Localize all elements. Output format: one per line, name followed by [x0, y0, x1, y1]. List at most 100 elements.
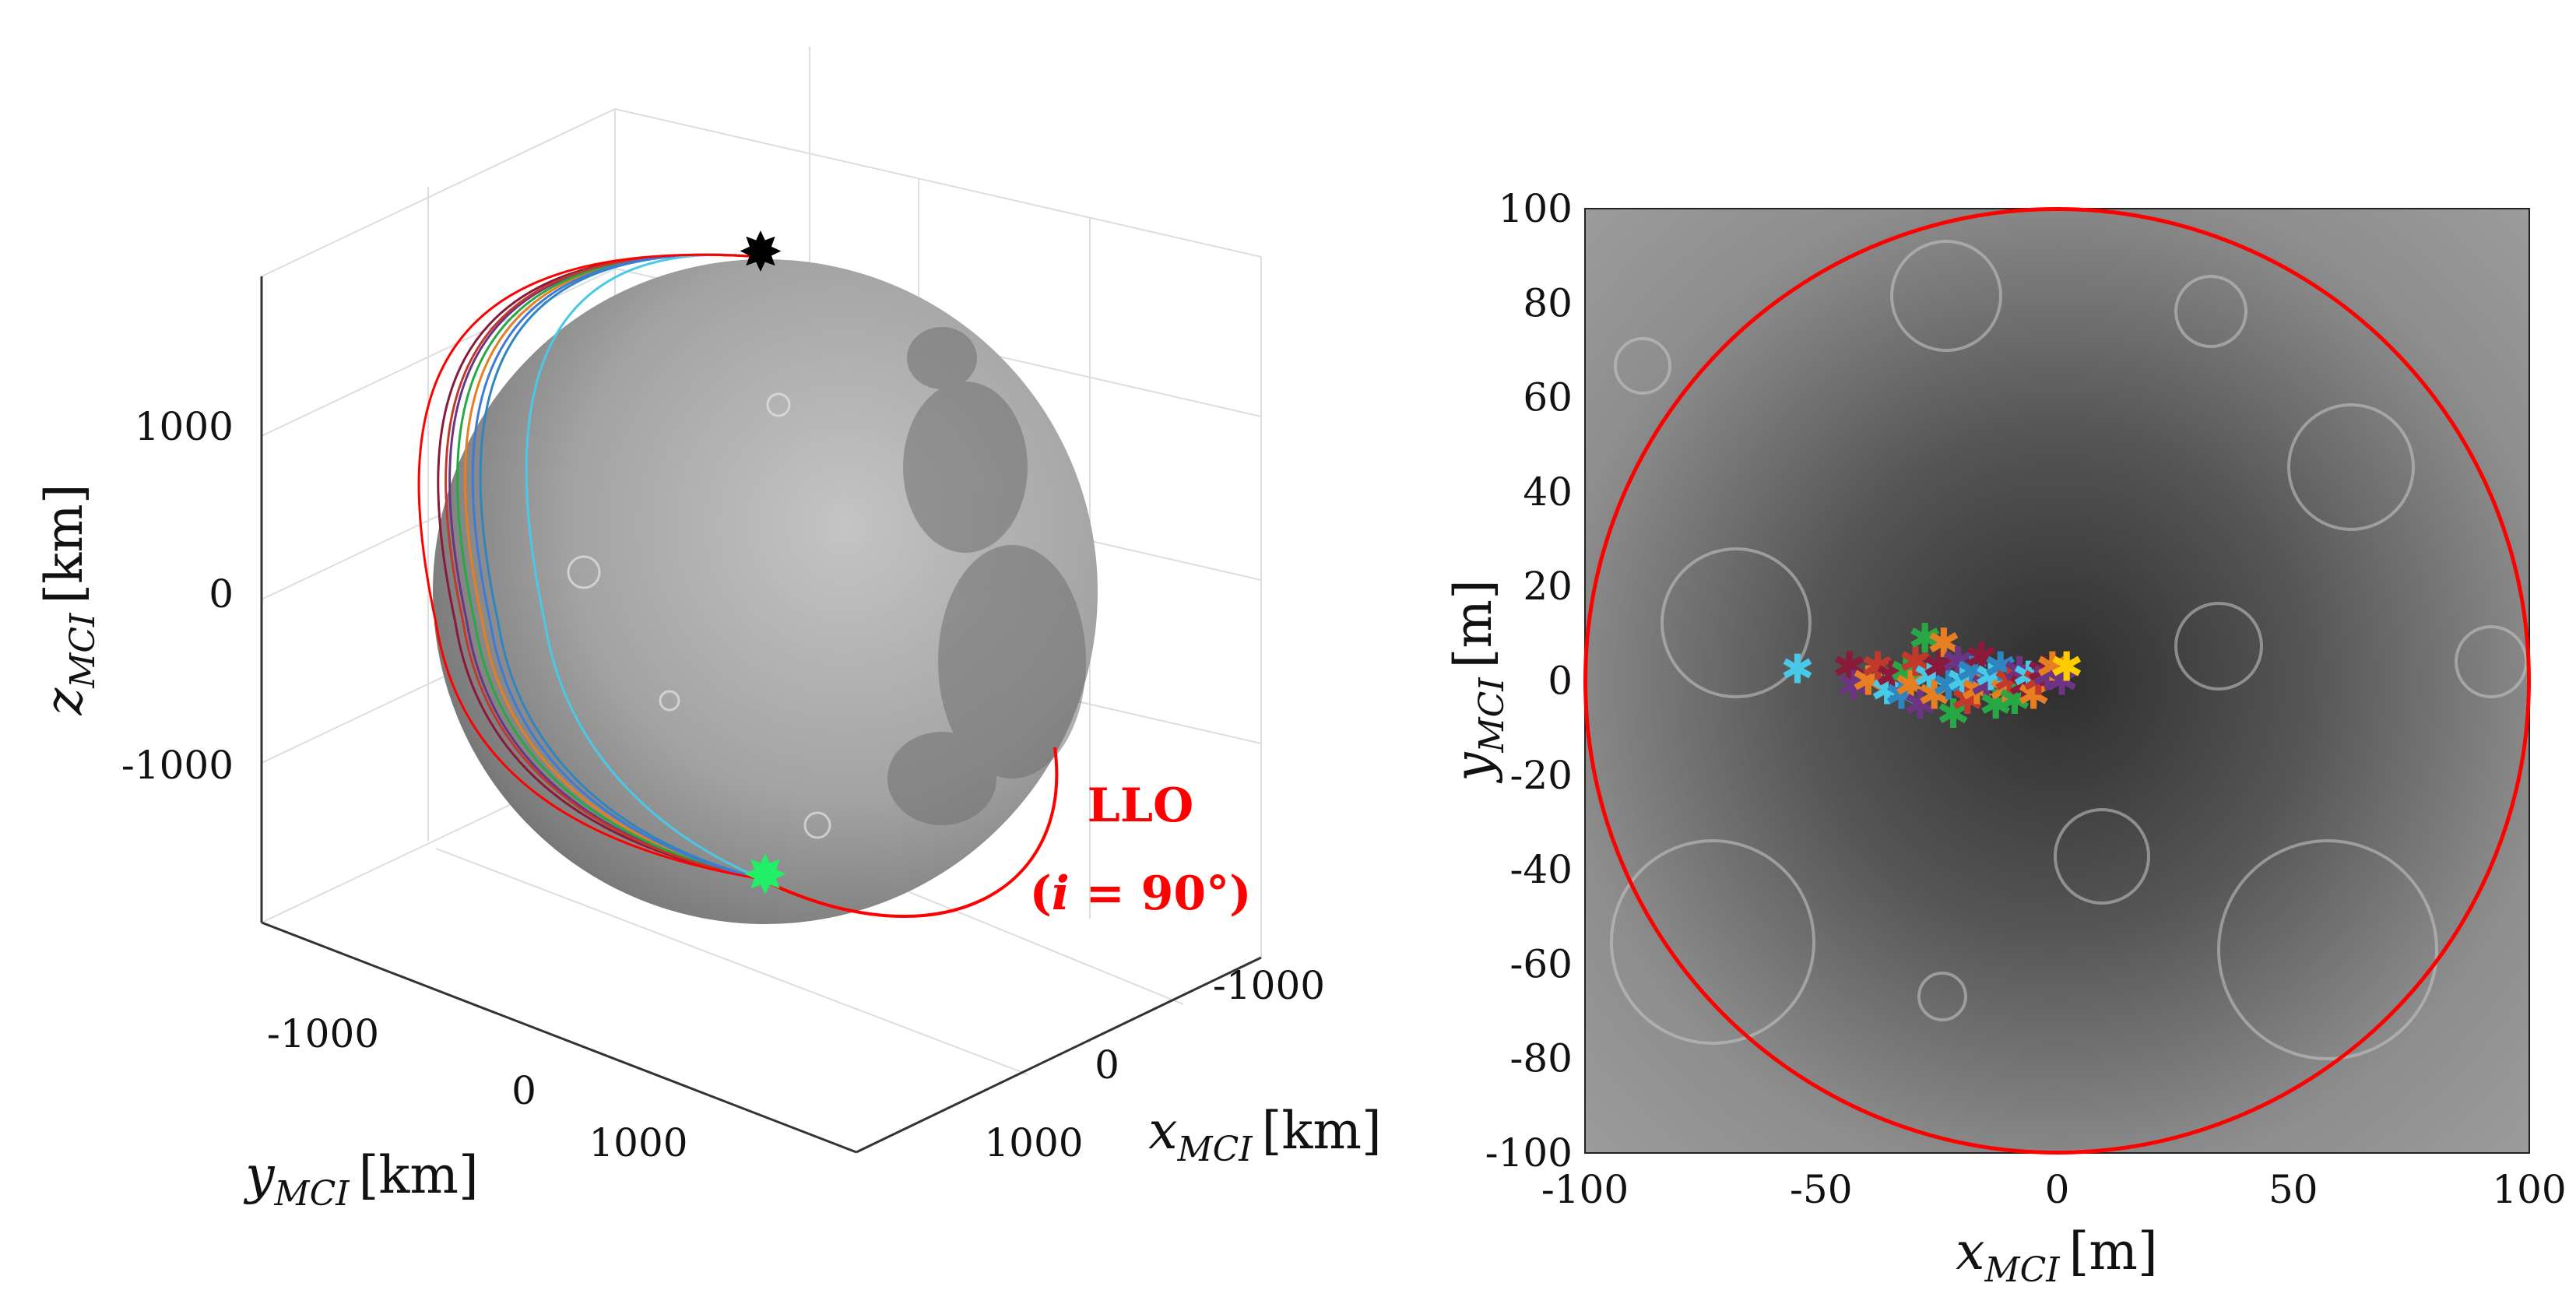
transfer-arc — [471, 253, 766, 881]
z-tick-label: -1000 — [121, 743, 234, 788]
transfer-arc — [417, 253, 766, 881]
landing-point-marker: ✱ — [1960, 668, 1994, 715]
transfer-arc — [445, 253, 766, 881]
x-tick-label: 50 — [2268, 1167, 2318, 1212]
y-ticks-3d: -1000 0 1000 — [267, 1011, 688, 1165]
llo-label: LLO — [1088, 779, 1194, 833]
landing-point-marker: ✱ — [1941, 639, 1975, 686]
landing-point-marker: ✱ — [1931, 663, 1966, 710]
landing-point-marker: ✱ — [2036, 644, 2070, 691]
transfer-arc — [479, 253, 766, 881]
landing-point-marker: ✱ — [1833, 644, 1867, 691]
transfer-arc — [463, 253, 766, 881]
y-tick-label: -80 — [1509, 1036, 1573, 1081]
transfer-arcs — [417, 253, 766, 881]
landing-point-marker: ✱ — [1993, 659, 2027, 705]
landing-boundary-circle — [1583, 207, 2531, 1155]
landing-point-marker: ✱ — [2050, 644, 2084, 691]
x-tick-label: 100 — [2492, 1167, 2566, 1212]
y-tick-label: -60 — [1509, 941, 1573, 986]
landing-point-marker: ✱ — [1974, 653, 2008, 700]
llo-inclination-label: (i = 90°) — [1029, 866, 1251, 921]
landing-point-marker: ✱ — [1965, 634, 1999, 681]
landing-point-marker: ✱ — [1780, 646, 1815, 693]
landing-point-marker: ✱ — [2007, 663, 2041, 710]
z-axis-label: zMCI[km] — [34, 484, 103, 716]
y-tick-label: 20 — [1523, 564, 1573, 609]
x-tick-label: 0 — [2045, 1167, 2070, 1212]
map-y-ticks: 100 80 60 40 20 0 -20 -40 -60 -80 -100 — [1485, 186, 1573, 1176]
landing-point-marker: ✱ — [1851, 659, 1885, 705]
landing-point-marker: ✱ — [1984, 644, 2018, 691]
landing-point-marker: ✱ — [1979, 682, 2013, 729]
z-ticks: 1000 0 -1000 — [121, 404, 234, 788]
landing-point-marker: ✱ — [1922, 644, 1956, 691]
x-tick-label: -1000 — [1213, 963, 1325, 1008]
landing-point-marker: ✱ — [1950, 677, 1984, 724]
landing-point-marker: ✱ — [1885, 673, 1919, 719]
x-axis-label-map: xMCI [m] — [1956, 1221, 2157, 1290]
landing-point-marker: ✱ — [2026, 648, 2061, 695]
x-tick-label: -50 — [1790, 1167, 1853, 1212]
transfer-arc — [525, 253, 766, 881]
z-tick-label: 1000 — [135, 404, 234, 449]
y-tick-label: -100 — [1485, 1130, 1573, 1176]
x-tick-label: -100 — [1541, 1167, 1629, 1212]
z-tick-label: 0 — [209, 571, 234, 617]
landing-point-marker: ✱ — [1945, 659, 1980, 705]
y-tick-label: -1000 — [267, 1011, 379, 1056]
surface-craters — [1610, 240, 2528, 1060]
y-tick-label: 40 — [1523, 469, 1573, 515]
landing-point-marker: ✱ — [2016, 673, 2051, 719]
map-x-ticks: -100 -50 0 50 100 — [1541, 1167, 2567, 1212]
x-tick-label: 0 — [1095, 1042, 1119, 1088]
landing-point-marker: ✱ — [1870, 668, 1904, 715]
y-tick-label: 80 — [1523, 280, 1573, 325]
y-axis-label-3d: yMCI [km] — [243, 1145, 478, 1214]
y-tick-label: 60 — [1523, 375, 1573, 420]
landing-point-marker: ✱ — [1998, 677, 2032, 724]
lunar-surface-image — [1585, 209, 2529, 1153]
transfer-arc — [455, 253, 766, 881]
moon-craters — [567, 392, 831, 839]
y-tick-label: -40 — [1509, 847, 1573, 892]
y-tick-label: -20 — [1509, 753, 1573, 798]
landing-point-marker: ✱ — [1956, 648, 1990, 695]
landing-point-marker: ✱ — [1970, 663, 2004, 710]
landing-point-marker: ✱ — [2045, 659, 2079, 705]
landing-point-marker: ✱ — [1936, 691, 1970, 738]
landing-point-marker: ✱ — [1894, 663, 1928, 710]
landing-point-marker: ✱ — [1875, 653, 1909, 700]
y-tick-label: 1000 — [589, 1120, 687, 1165]
y-tick-label: 0 — [1548, 659, 1573, 704]
landing-point-marker: ✱ — [1913, 653, 1947, 700]
y-tick-label: 100 — [1499, 186, 1573, 231]
start-marker-icon: ✸ — [738, 220, 784, 284]
landing-point-marker: ✱ — [1903, 682, 1938, 729]
landing-point-marker: ✱ — [2002, 648, 2037, 695]
y-axis-label-map: yMCI[m] — [1443, 579, 1512, 784]
landing-point-marker: ✱ — [1899, 639, 1933, 686]
axes-3d — [260, 276, 1262, 1154]
transfer-arc — [437, 253, 766, 881]
y-tick-label: 0 — [511, 1068, 536, 1113]
landing-points: ✱ ✱✱✱✱✱✱✱✱✱✱✱✱✱✱✱✱✱✱✱✱✱✱✱✱✱✱✱✱✱✱✱✱✱✱✱✱✱✱✱… — [1780, 616, 2083, 738]
x-ticks-3d: -1000 0 1000 — [984, 963, 1325, 1165]
x-axis-label-3d: xMCI [km] — [1148, 1101, 1381, 1169]
landing-point-marker: ✱ — [1889, 648, 1924, 695]
x-tick-label: 1000 — [984, 1120, 1083, 1165]
trajectory-3d-panel: ✸ ✸ LLO (i = 90°) 1000 0 -1000 -1000 0 1… — [34, 47, 1382, 1214]
landing-point-marker: ✱ — [2031, 653, 2065, 700]
landing-map-panel: ✱ ✱✱✱✱✱✱✱✱✱✱✱✱✱✱✱✱✱✱✱✱✱✱✱✱✱✱✱✱✱✱✱✱✱✱✱✱✱✱✱… — [1443, 186, 2567, 1290]
landing-point-marker: ✱ — [1917, 673, 1952, 719]
landing-point-marker: ✱ — [1988, 668, 2022, 715]
landing-point-marker: ✱ — [1861, 644, 1895, 691]
llo-orbit — [758, 747, 1059, 918]
landing-point-marker: ✱ — [1927, 620, 1961, 667]
landing-point-marker: ✱ — [2021, 659, 2055, 705]
landing-point-marker: ✱ — [1908, 616, 1942, 663]
landing-point-marker: ✱ — [2012, 653, 2046, 700]
landing-point-marker: ✱ — [1837, 663, 1871, 710]
moon-maria — [887, 327, 1086, 825]
